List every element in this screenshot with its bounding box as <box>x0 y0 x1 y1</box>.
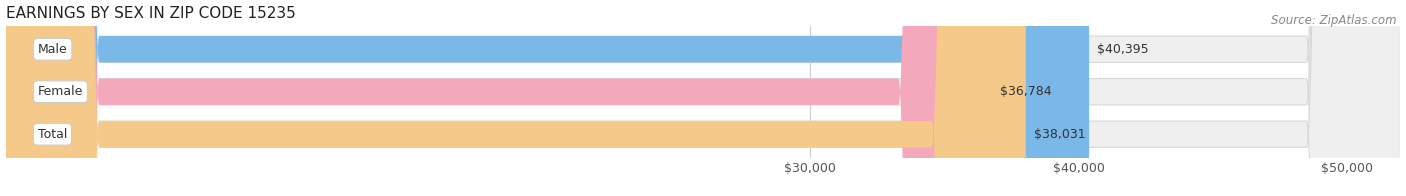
FancyBboxPatch shape <box>6 0 1090 196</box>
FancyBboxPatch shape <box>6 0 1026 196</box>
FancyBboxPatch shape <box>6 0 1400 196</box>
Text: Source: ZipAtlas.com: Source: ZipAtlas.com <box>1271 14 1396 27</box>
FancyBboxPatch shape <box>6 0 993 196</box>
Text: EARNINGS BY SEX IN ZIP CODE 15235: EARNINGS BY SEX IN ZIP CODE 15235 <box>6 5 295 21</box>
Text: $40,395: $40,395 <box>1097 43 1149 56</box>
Text: $38,031: $38,031 <box>1033 128 1085 141</box>
Text: Total: Total <box>38 128 67 141</box>
FancyBboxPatch shape <box>6 0 1400 196</box>
Text: Male: Male <box>38 43 67 56</box>
Text: Female: Female <box>38 85 83 98</box>
FancyBboxPatch shape <box>6 0 1400 196</box>
Text: $36,784: $36,784 <box>1000 85 1052 98</box>
